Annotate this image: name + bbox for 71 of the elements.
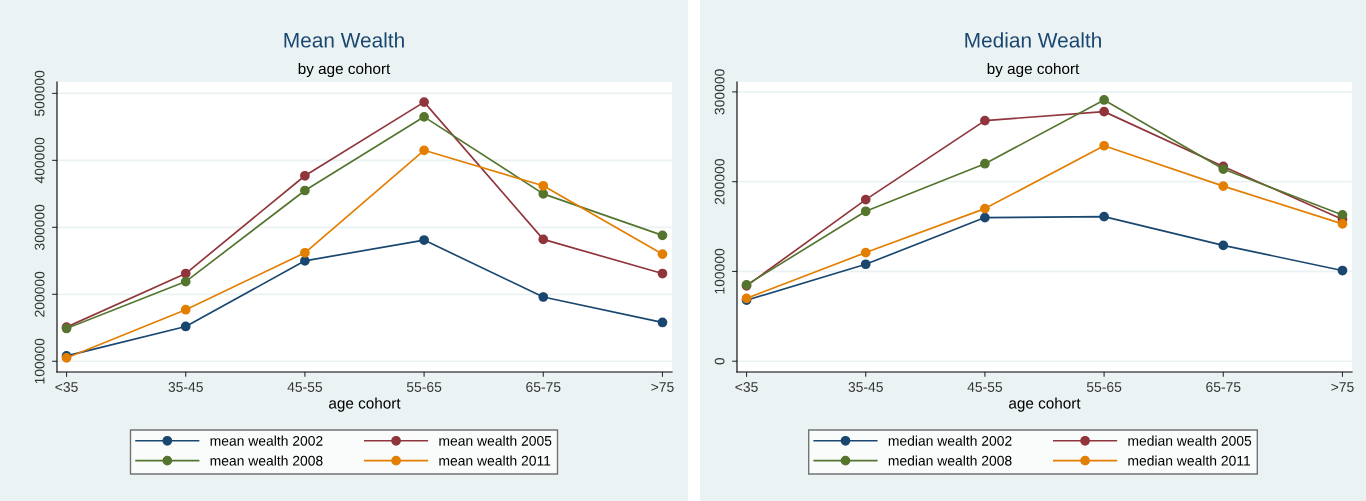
x-tick-label: 35-45 — [168, 382, 203, 392]
point — [860, 247, 871, 258]
point — [538, 292, 549, 302]
y-tick-label: 300000 — [34, 204, 45, 250]
point — [860, 194, 871, 205]
x-tick-label: <35 — [735, 382, 758, 392]
x-axis-title: age cohort — [1009, 397, 1081, 412]
legend-label: median wealth 2011 — [1128, 455, 1251, 466]
chart-subtitle: by age cohort — [298, 62, 391, 78]
point — [1218, 240, 1229, 251]
y-tick-label: 200000 — [714, 159, 725, 205]
legend-label: median wealth 2008 — [888, 455, 1012, 466]
legend-label: median wealth 2002 — [888, 435, 1012, 446]
point — [980, 212, 990, 223]
point — [980, 158, 990, 169]
point — [419, 111, 429, 122]
point — [860, 259, 871, 270]
x-tick-label: 65-75 — [1206, 382, 1241, 392]
point — [180, 276, 191, 287]
x-tick-label: 45-55 — [967, 382, 1003, 392]
point — [1099, 211, 1109, 222]
chart-subtitle: by age cohort — [987, 62, 1080, 78]
point — [860, 206, 871, 217]
point — [657, 317, 668, 328]
point — [1218, 181, 1229, 192]
point — [300, 247, 310, 258]
point — [657, 249, 668, 259]
x-tick-label: >75 — [651, 382, 674, 392]
point — [1099, 106, 1109, 117]
x-tick-label: 55-65 — [406, 382, 442, 392]
point — [300, 185, 310, 196]
point — [538, 180, 549, 191]
point — [657, 268, 668, 279]
y-tick-label: 200000 — [34, 271, 45, 317]
y-tick-label: 0 — [714, 357, 725, 365]
x-tick-label: 45-55 — [287, 382, 323, 392]
point — [1337, 265, 1348, 276]
point — [538, 234, 549, 245]
legend-label: mean wealth 2011 — [439, 455, 551, 466]
point — [419, 145, 429, 156]
legend-label: mean wealth 2005 — [439, 435, 552, 446]
y-tick-label: 100000 — [714, 248, 725, 294]
y-tick-label: 400000 — [34, 137, 45, 184]
y-tick-label: 100000 — [34, 338, 45, 384]
point — [300, 170, 310, 181]
point — [980, 115, 990, 126]
chart-title: Mean Wealth — [284, 32, 404, 48]
y-tick-label: 500000 — [34, 70, 45, 116]
point — [419, 97, 429, 107]
point — [180, 304, 191, 315]
point — [980, 203, 990, 214]
point — [1099, 140, 1109, 151]
y-tick-label: 300000 — [714, 69, 725, 115]
point — [180, 321, 191, 332]
point — [300, 255, 310, 266]
x-tick-label: 35-45 — [848, 382, 883, 392]
point — [419, 235, 429, 245]
point — [657, 230, 668, 241]
legend-label: mean wealth 2008 — [210, 455, 323, 466]
legend-label: mean wealth 2002 — [210, 435, 323, 446]
chart-title: Median Wealth — [965, 32, 1101, 48]
x-axis-title: age cohort — [329, 397, 401, 412]
point — [538, 188, 549, 199]
legend-label: median wealth 2005 — [1128, 435, 1252, 446]
x-tick-label: >75 — [1331, 382, 1354, 392]
x-tick-label: <35 — [55, 382, 78, 392]
point — [1337, 218, 1348, 229]
x-tick-label: 55-65 — [1086, 382, 1122, 392]
point — [1099, 95, 1109, 105]
x-tick-label: 65-75 — [526, 382, 561, 392]
point — [1337, 210, 1348, 220]
